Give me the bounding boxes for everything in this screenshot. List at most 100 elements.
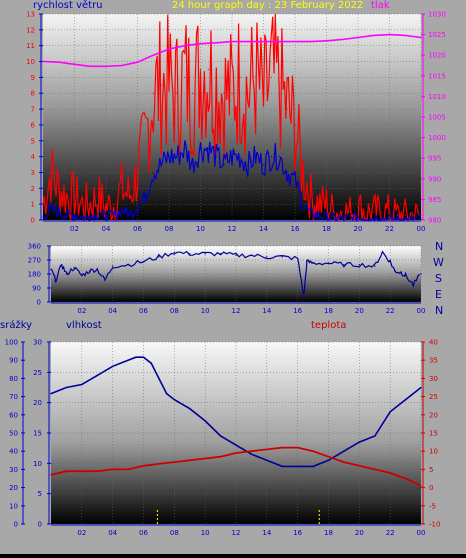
data-point-wind-gust <box>105 206 107 208</box>
data-point-pressure <box>247 41 249 43</box>
y-tick-label-humidity: 5 <box>38 490 42 498</box>
data-point-wind-direction <box>389 260 391 263</box>
data-point-wind-gust <box>373 211 375 213</box>
y-tick-label-rain: 60 <box>9 411 18 419</box>
data-point-wind-direction <box>327 262 330 264</box>
data-point-wind-direction <box>189 253 191 255</box>
data-point-wind-gust <box>215 84 217 86</box>
data-point-temperature <box>96 470 98 472</box>
data-point-wind-gust <box>207 68 209 71</box>
y-tick-label-rain: 0 <box>14 521 18 529</box>
y2-tick-label-temperature: 30 <box>429 375 438 383</box>
data-point-wind-average <box>388 217 391 220</box>
data-point-humidity <box>219 435 222 437</box>
data-point-humidity <box>96 374 98 377</box>
data-point-pressure <box>199 43 202 45</box>
data-point-wind-gust <box>286 108 288 110</box>
data-point-wind-gust <box>412 214 414 216</box>
data-point-wind-average <box>152 171 154 174</box>
data-point-wind-direction <box>88 270 91 272</box>
data-point-wind-average <box>396 218 398 220</box>
y2-tick-label-temperature: -10 <box>429 521 440 529</box>
data-point-wind-gust <box>176 92 178 94</box>
data-point-humidity <box>404 398 407 401</box>
data-point-wind-average <box>231 156 233 158</box>
data-point-wind-gust <box>310 195 312 197</box>
data-point-wind-direction <box>73 267 75 269</box>
data-point-pressure <box>105 65 107 67</box>
x-tick-label-hour: 12 <box>232 307 241 315</box>
data-point-humidity <box>327 459 330 461</box>
x-tick-label-hour: 02 <box>77 529 86 537</box>
data-point-pressure <box>262 41 265 43</box>
data-point-pressure <box>420 36 422 39</box>
data-point-temperature <box>219 455 222 458</box>
y-tick-label-direction: 90 <box>32 285 41 293</box>
data-point-humidity <box>281 465 283 468</box>
data-point-humidity <box>50 392 52 395</box>
x-tick-label-hour: 00 <box>417 529 426 537</box>
data-point-wind-gust <box>113 203 115 205</box>
data-point-temperature <box>404 477 407 480</box>
data-point-wind-average <box>365 217 367 220</box>
data-point-humidity <box>312 465 314 468</box>
data-point-wind-direction <box>104 279 106 281</box>
y-tick-label-direction: 360 <box>28 243 41 251</box>
data-point-humidity <box>81 383 83 386</box>
y-tick-label-rain: 10 <box>9 502 18 510</box>
data-point-wind-direction <box>61 263 63 266</box>
data-point-wind-direction <box>303 295 305 297</box>
rain-label: srážky <box>0 320 33 331</box>
x-tick-label-hour: 02 <box>70 225 79 233</box>
data-point-wind-direction <box>266 256 268 258</box>
y2-tick-label-temperature: 35 <box>429 357 438 365</box>
y2-tick-label-pressure: 980 <box>428 217 441 225</box>
data-point-wind-direction <box>343 263 345 266</box>
data-point-wind-gust <box>278 84 280 86</box>
data-point-wind-direction <box>65 273 68 275</box>
x-tick-label-hour: 22 <box>385 225 394 233</box>
data-point-wind-average <box>81 216 83 218</box>
data-point-wind-average <box>294 179 296 181</box>
x-tick-label-hour: 16 <box>293 307 302 315</box>
data-point-temperature <box>389 472 391 474</box>
data-point-pressure <box>168 48 170 50</box>
direction-label-e: E <box>435 288 442 301</box>
data-point-wind-gust <box>294 124 296 126</box>
data-point-wind-direction <box>381 251 384 253</box>
data-point-pressure <box>89 65 91 67</box>
data-point-pressure <box>294 41 296 43</box>
data-point-wind-average <box>341 217 343 220</box>
y2-tick-label-pressure: 1015 <box>428 72 446 80</box>
data-point-pressure <box>42 60 44 62</box>
data-point-wind-gust <box>168 84 170 86</box>
chart-title: 24 hour graph day : 23 February 2022 <box>172 0 364 11</box>
data-point-wind-gust <box>325 203 328 205</box>
data-point-wind-gust <box>396 214 398 216</box>
data-point-wind-gust <box>333 211 335 213</box>
data-point-wind-direction <box>235 254 237 257</box>
data-point-wind-gust <box>192 92 194 94</box>
humidity-label: vlhkost <box>66 320 102 331</box>
data-point-temperature <box>235 452 237 454</box>
y-tick-label-rain: 30 <box>9 466 18 474</box>
data-point-wind-average <box>50 208 52 210</box>
data-point-temperature <box>358 465 361 467</box>
data-point-wind-direction <box>400 271 402 274</box>
data-point-wind-gust <box>302 171 304 174</box>
data-point-wind-average <box>286 171 288 174</box>
y-tick-label-direction: 180 <box>28 271 41 279</box>
data-point-wind-gust <box>81 203 83 205</box>
data-point-temperature <box>158 463 160 465</box>
data-point-pressure <box>215 42 217 44</box>
data-point-pressure <box>404 34 406 37</box>
y2-tick-label-pressure: 995 <box>428 155 441 163</box>
data-point-wind-gust <box>231 92 233 94</box>
y2-tick-label-temperature: 40 <box>429 339 438 347</box>
data-point-temperature <box>204 457 206 460</box>
x-tick-label-hour: 02 <box>77 307 86 315</box>
y-tick-label-rain: 90 <box>9 357 18 365</box>
x-tick-label-hour: 14 <box>262 529 271 537</box>
data-point-wind-gust <box>58 187 60 189</box>
